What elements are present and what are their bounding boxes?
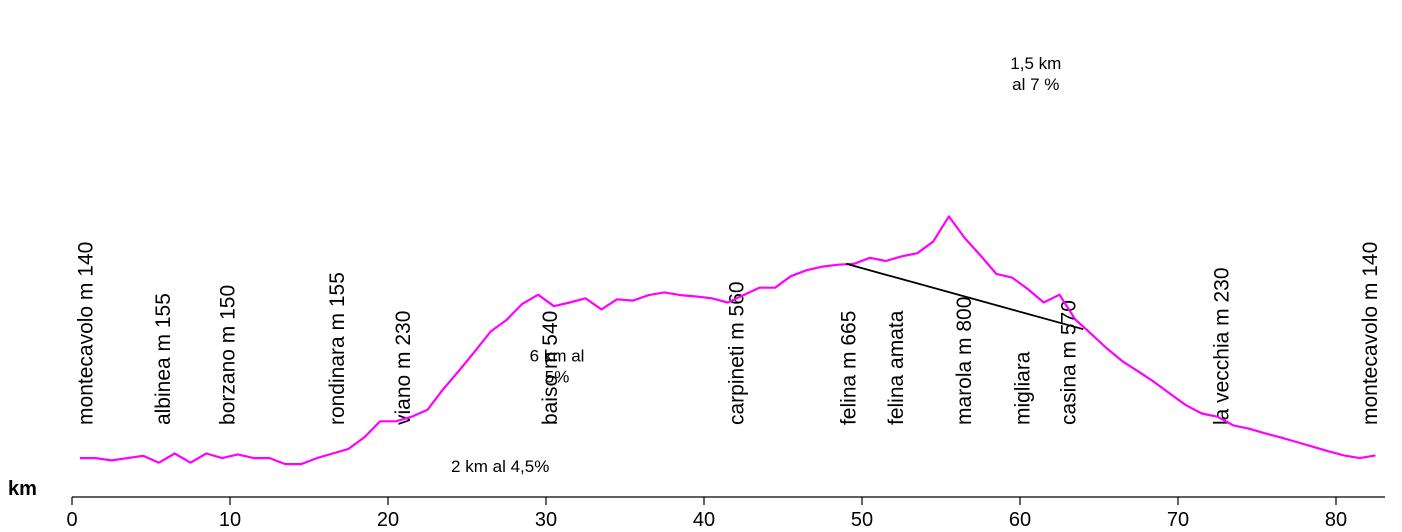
x-tick-label: 80 xyxy=(1325,509,1347,531)
place-label: casina m 570 xyxy=(1057,300,1080,425)
plot-area xyxy=(79,215,1376,466)
place-label: carpineti m 560 xyxy=(726,281,749,425)
x-axis: 0 10 20 30 40 50 60 70 80 km xyxy=(8,478,1385,531)
place-label: viano m 230 xyxy=(392,311,415,425)
x-tick-label: 70 xyxy=(1167,509,1189,531)
place-labels: montecavolo m 140 albinea m 155 borzano m … xyxy=(75,242,1383,425)
place-label: felina m 665 xyxy=(838,311,861,425)
gradient-note: al 7 % xyxy=(1012,75,1059,94)
place-label: marola m 800 xyxy=(953,297,976,425)
place-label: rondinara m 155 xyxy=(326,272,349,425)
gradient-note: 2 km al 4,5% xyxy=(451,457,549,476)
x-tick-label: 60 xyxy=(1009,509,1031,531)
x-tick-label: 50 xyxy=(851,509,873,531)
place-label: borzano m 150 xyxy=(217,285,240,425)
place-label: felina amata xyxy=(885,310,908,425)
x-tick-label: 0 xyxy=(66,509,77,531)
gradient-note: 5% xyxy=(545,367,570,386)
x-ticks: 0 10 20 30 40 50 60 70 80 xyxy=(66,497,1347,531)
gradient-notes: 2 km al 4,5% 6 km al 5% 1,5 km al 7 % xyxy=(451,54,1061,476)
gradient-note: 1,5 km xyxy=(1010,54,1061,73)
x-tick-label: 30 xyxy=(535,509,557,531)
elevation-profile-line xyxy=(79,215,1376,466)
x-axis-unit-label: km xyxy=(8,478,37,500)
place-label: la vecchia m 230 xyxy=(1211,267,1234,425)
place-label: montecavolo m 140 xyxy=(75,242,98,425)
x-tick-label: 40 xyxy=(693,509,715,531)
place-label: albinea m 155 xyxy=(152,293,175,425)
gradient-note: 6 km al xyxy=(530,346,585,365)
place-label: migliara xyxy=(1012,351,1035,425)
x-tick-label: 10 xyxy=(219,509,241,531)
place-label: montecavolo m 140 xyxy=(1359,242,1382,425)
place-label: baiso m 540 xyxy=(539,311,562,425)
shortcut-reference-line xyxy=(845,262,1084,331)
x-tick-label: 20 xyxy=(377,509,399,531)
